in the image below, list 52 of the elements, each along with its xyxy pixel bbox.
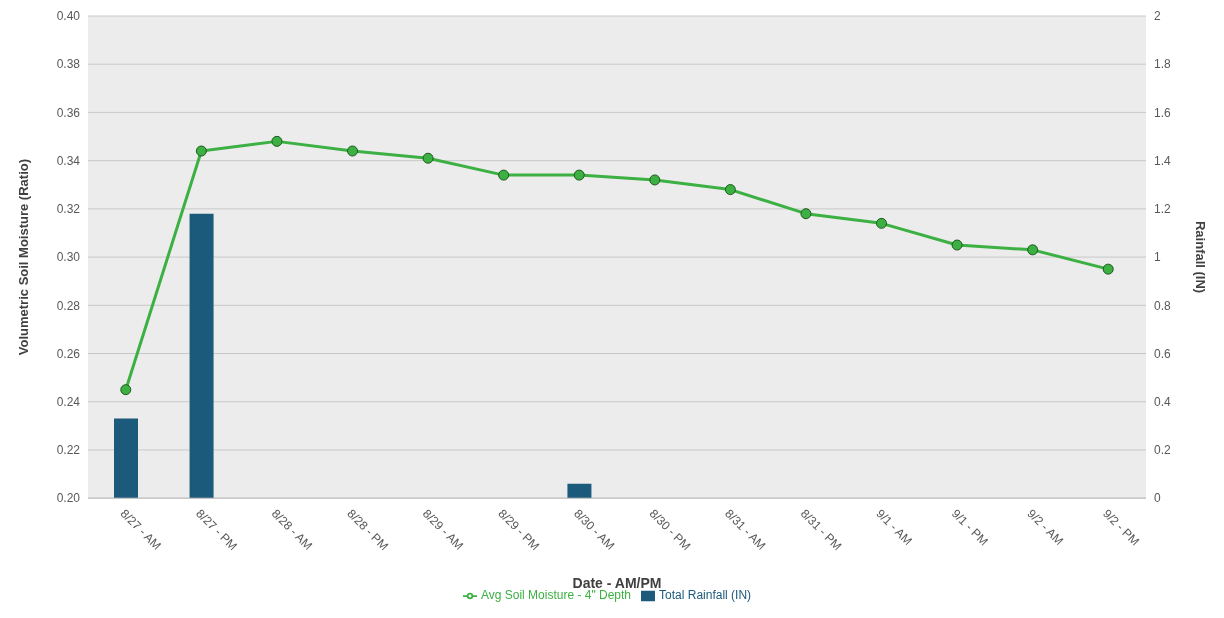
point	[422, 152, 434, 164]
bar	[114, 418, 138, 499]
point	[876, 217, 887, 229]
y-tick-label: 0.36	[56, 105, 81, 120]
x-tick-label: 9/2 - PM	[1100, 506, 1143, 549]
point	[271, 135, 283, 147]
y-axis-title: Volumetric Soil Moisture (Ratio)	[15, 158, 31, 356]
y2-tick-label: 0.2	[1154, 443, 1172, 458]
point	[724, 184, 736, 196]
point	[1027, 244, 1039, 256]
x-tick-label: 9/2 - AM	[1024, 506, 1066, 548]
y-tick-label: 0.26	[56, 346, 81, 361]
point	[195, 145, 207, 157]
x-tick-label: 8/27 - PM	[193, 506, 240, 554]
y-tick-label: 0.38	[56, 57, 81, 72]
legend-label: Total Rainfall (IN)	[659, 588, 752, 603]
x-tick-label: 8/29 - AM	[419, 506, 467, 553]
y-tick-label: 0.22	[56, 443, 81, 458]
y2-tick-label: 2	[1154, 9, 1161, 24]
y2-axis-title: Rainfall (IN)	[1193, 220, 1209, 294]
bar	[189, 213, 214, 499]
y-tick-label: 0.24	[56, 395, 81, 409]
y2-tick-label: 1.6	[1154, 105, 1172, 120]
x-tick-label: 9/1 - AM	[873, 506, 915, 548]
y-tick-label: 0.28	[56, 298, 81, 313]
y-tick-label: 0.34	[56, 153, 81, 168]
bar	[567, 483, 592, 499]
y2-tick-label: 1.4	[1154, 153, 1172, 168]
y2-tick-label: 0	[1154, 491, 1161, 506]
y2-tick-label: 1.2	[1154, 202, 1172, 217]
y-tick-label: 0.32	[56, 202, 81, 217]
point	[800, 208, 812, 220]
point	[120, 384, 132, 396]
point	[1102, 263, 1114, 275]
y2-tick-label: 0.6	[1154, 346, 1172, 361]
y2-tick-label: 0.8	[1154, 298, 1172, 313]
y-tick-label: 0.20	[56, 491, 81, 506]
point	[347, 145, 358, 157]
x-tick-label: 8/28 - PM	[344, 506, 392, 554]
y2-tick-label: 1	[1154, 250, 1161, 265]
y-tick-label: 0.40	[56, 9, 81, 24]
x-tick-label: 8/29 - PM	[495, 506, 543, 554]
legend-label: Avg Soil Moisture - 4" Depth	[480, 588, 632, 603]
y2-tick-label: 0.4	[1154, 395, 1172, 409]
point	[498, 169, 510, 181]
point	[573, 169, 585, 181]
x-tick-label: 8/27 - AM	[117, 506, 164, 553]
y2-tick-label: 1.8	[1154, 57, 1172, 72]
x-tick-label: 9/1 - PM	[948, 506, 991, 549]
y-tick-label: 0.30	[56, 250, 81, 265]
point	[649, 174, 661, 186]
point	[951, 239, 963, 251]
